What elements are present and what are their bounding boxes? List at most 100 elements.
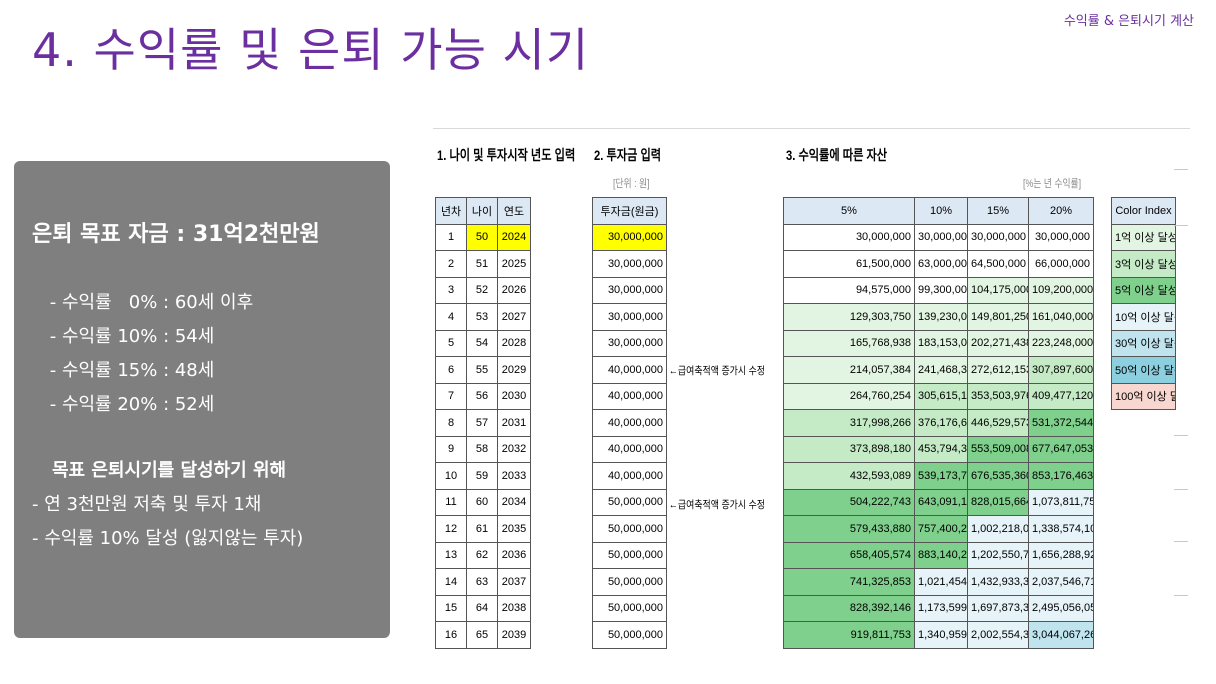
increase-note: ←급여축적액 증가시 수정 [669,365,765,377]
summary-subheading: 목표 은퇴시기를 달성하기 위해 [52,460,287,481]
gridline-mark [1174,435,1188,436]
cell-year: 2024 [497,223,531,251]
header-rate-10: 10% [914,197,968,225]
cell-investment: 50,000,000 [592,488,667,516]
unit-note: [단위 : 원] [613,178,650,190]
cell-asset-value: 214,057,384 [783,356,915,384]
color-index-item: 100억 이상 달성 [1111,382,1176,410]
cell-year: 2025 [497,250,531,278]
summary-line: - 수익률 10% : 54세 [44,326,215,347]
header-rate-5: 5% [783,197,915,225]
cell-asset-value: 1,202,550,715 [967,541,1029,569]
cell-asset-value: 30,000,000 [914,223,968,251]
cell-age: 65 [466,621,498,649]
cell-investment: 40,000,000 [592,409,667,437]
cell-year: 2033 [497,462,531,490]
cell-investment: 40,000,000 [592,462,667,490]
invest-table: 투자금(원금) 30,000,000 30,000,000 30,000,000 30… [592,197,667,649]
cell-asset-value: 149,801,250 [967,303,1029,331]
cell-asset-value: 64,500,000 [967,250,1029,278]
cell-age: 59 [466,462,498,490]
color-index-item: 3억 이상 달성 [1111,250,1176,278]
cell-asset-value: 1,338,574,107 [1028,515,1094,543]
cell-asset-value: 741,325,853 [783,568,915,596]
cell-year: 2030 [497,382,531,410]
cell-asset-value: 223,248,000 [1028,329,1094,357]
cell-asset-value: 104,175,000 [967,276,1029,304]
cell-asset-value: 919,811,753 [783,621,915,649]
cell-year: 2036 [497,541,531,569]
cell-asset-value: 677,647,053 [1028,435,1094,463]
cell-asset-value: 307,897,600 [1028,356,1094,384]
color-index-item: 50억 이상 달성 [1111,356,1176,384]
cell-investment: 30,000,000 [592,223,667,251]
cell-investment: 50,000,000 [592,621,667,649]
cell-year-index: 12 [435,515,467,543]
gridline-mark [1174,541,1188,542]
cell-year-index: 10 [435,462,467,490]
rate-note: [%는 년 수익률] [1023,178,1082,190]
cell-age: 51 [466,250,498,278]
cell-asset-value: 30,000,000 [783,223,915,251]
cell-asset-value: 99,300,000 [914,276,968,304]
cell-asset-value: 409,477,120 [1028,382,1094,410]
cell-asset-value: 264,760,254 [783,382,915,410]
cell-asset-value: 376,176,643 [914,409,968,437]
cell-asset-value: 643,091,112 [914,488,968,516]
age-table: 년차 나이 연도 1 50 2024 2 51 2025 3 52 2026 4 53 2027 5 54… [435,197,531,649]
cell-investment: 40,000,000 [592,435,667,463]
header-year-index: 년차 [435,197,467,225]
slide-title: 4. 수익률 및 은퇴 가능 시기 [32,23,590,77]
cell-age: 55 [466,356,498,384]
cell-year: 2038 [497,594,531,622]
cell-asset-value: 63,000,000 [914,250,968,278]
cell-age: 52 [466,276,498,304]
color-index-header: Color Index [1111,197,1176,225]
summary-line: - 수익률 15% : 48세 [44,360,215,381]
cell-year-index: 2 [435,250,467,278]
header-rate-15: 15% [967,197,1029,225]
gridline-mark [1174,225,1188,226]
cell-age: 53 [466,303,498,331]
increase-note: ←급여축적액 증가시 수정 [669,499,765,511]
summary-goal: - 연 3천만원 저축 및 투자 1채 [32,494,262,515]
header-investment: 투자금(원금) [592,197,667,225]
cell-asset-value: 658,405,574 [783,541,915,569]
cell-year-index: 11 [435,488,467,516]
cell-asset-value: 1,021,454,270 [914,568,968,596]
spreadsheet-image: 1. 나이 및 투자시작 년도 입력 2. 투자금 입력 3. 수익률에 따른 … [433,128,1190,657]
cell-asset-value: 139,230,000 [914,303,968,331]
cell-asset-value: 183,153,000 [914,329,968,357]
section-assets-title: 3. 수익률에 따른 자산 [786,147,888,163]
cell-year-index: 1 [435,223,467,251]
summary-goal: - 수익률 10% 달성 (잃지않는 투자) [32,528,304,549]
cell-year-index: 6 [435,356,467,384]
cell-asset-value: 757,400,223 [914,515,968,543]
header-rate-20: 20% [1028,197,1094,225]
cell-asset-value: 3,044,067,269 [1028,621,1094,649]
cell-year-index: 16 [435,621,467,649]
cell-asset-value: 1,432,933,322 [967,568,1029,596]
cell-asset-value: 30,000,000 [967,223,1029,251]
cell-asset-value: 61,500,000 [783,250,915,278]
cell-asset-value: 531,372,544 [1028,409,1094,437]
cell-age: 64 [466,594,498,622]
cell-asset-value: 676,535,360 [967,462,1029,490]
cell-investment: 50,000,000 [592,594,667,622]
cell-asset-value: 553,509,008 [967,435,1029,463]
cell-age: 56 [466,382,498,410]
cell-asset-value: 317,998,266 [783,409,915,437]
cell-asset-value: 504,222,743 [783,488,915,516]
cell-age: 63 [466,568,498,596]
cell-asset-value: 2,037,546,714 [1028,568,1094,596]
cell-asset-value: 853,176,463 [1028,462,1094,490]
cell-age: 60 [466,488,498,516]
header-year: 연도 [497,197,531,225]
cell-asset-value: 453,794,307 [914,435,968,463]
cell-investment: 50,000,000 [592,515,667,543]
cell-year: 2037 [497,568,531,596]
header-age: 나이 [466,197,498,225]
cell-year-index: 3 [435,276,467,304]
cell-year: 2031 [497,409,531,437]
color-index-item: 5억 이상 달성 [1111,276,1176,304]
